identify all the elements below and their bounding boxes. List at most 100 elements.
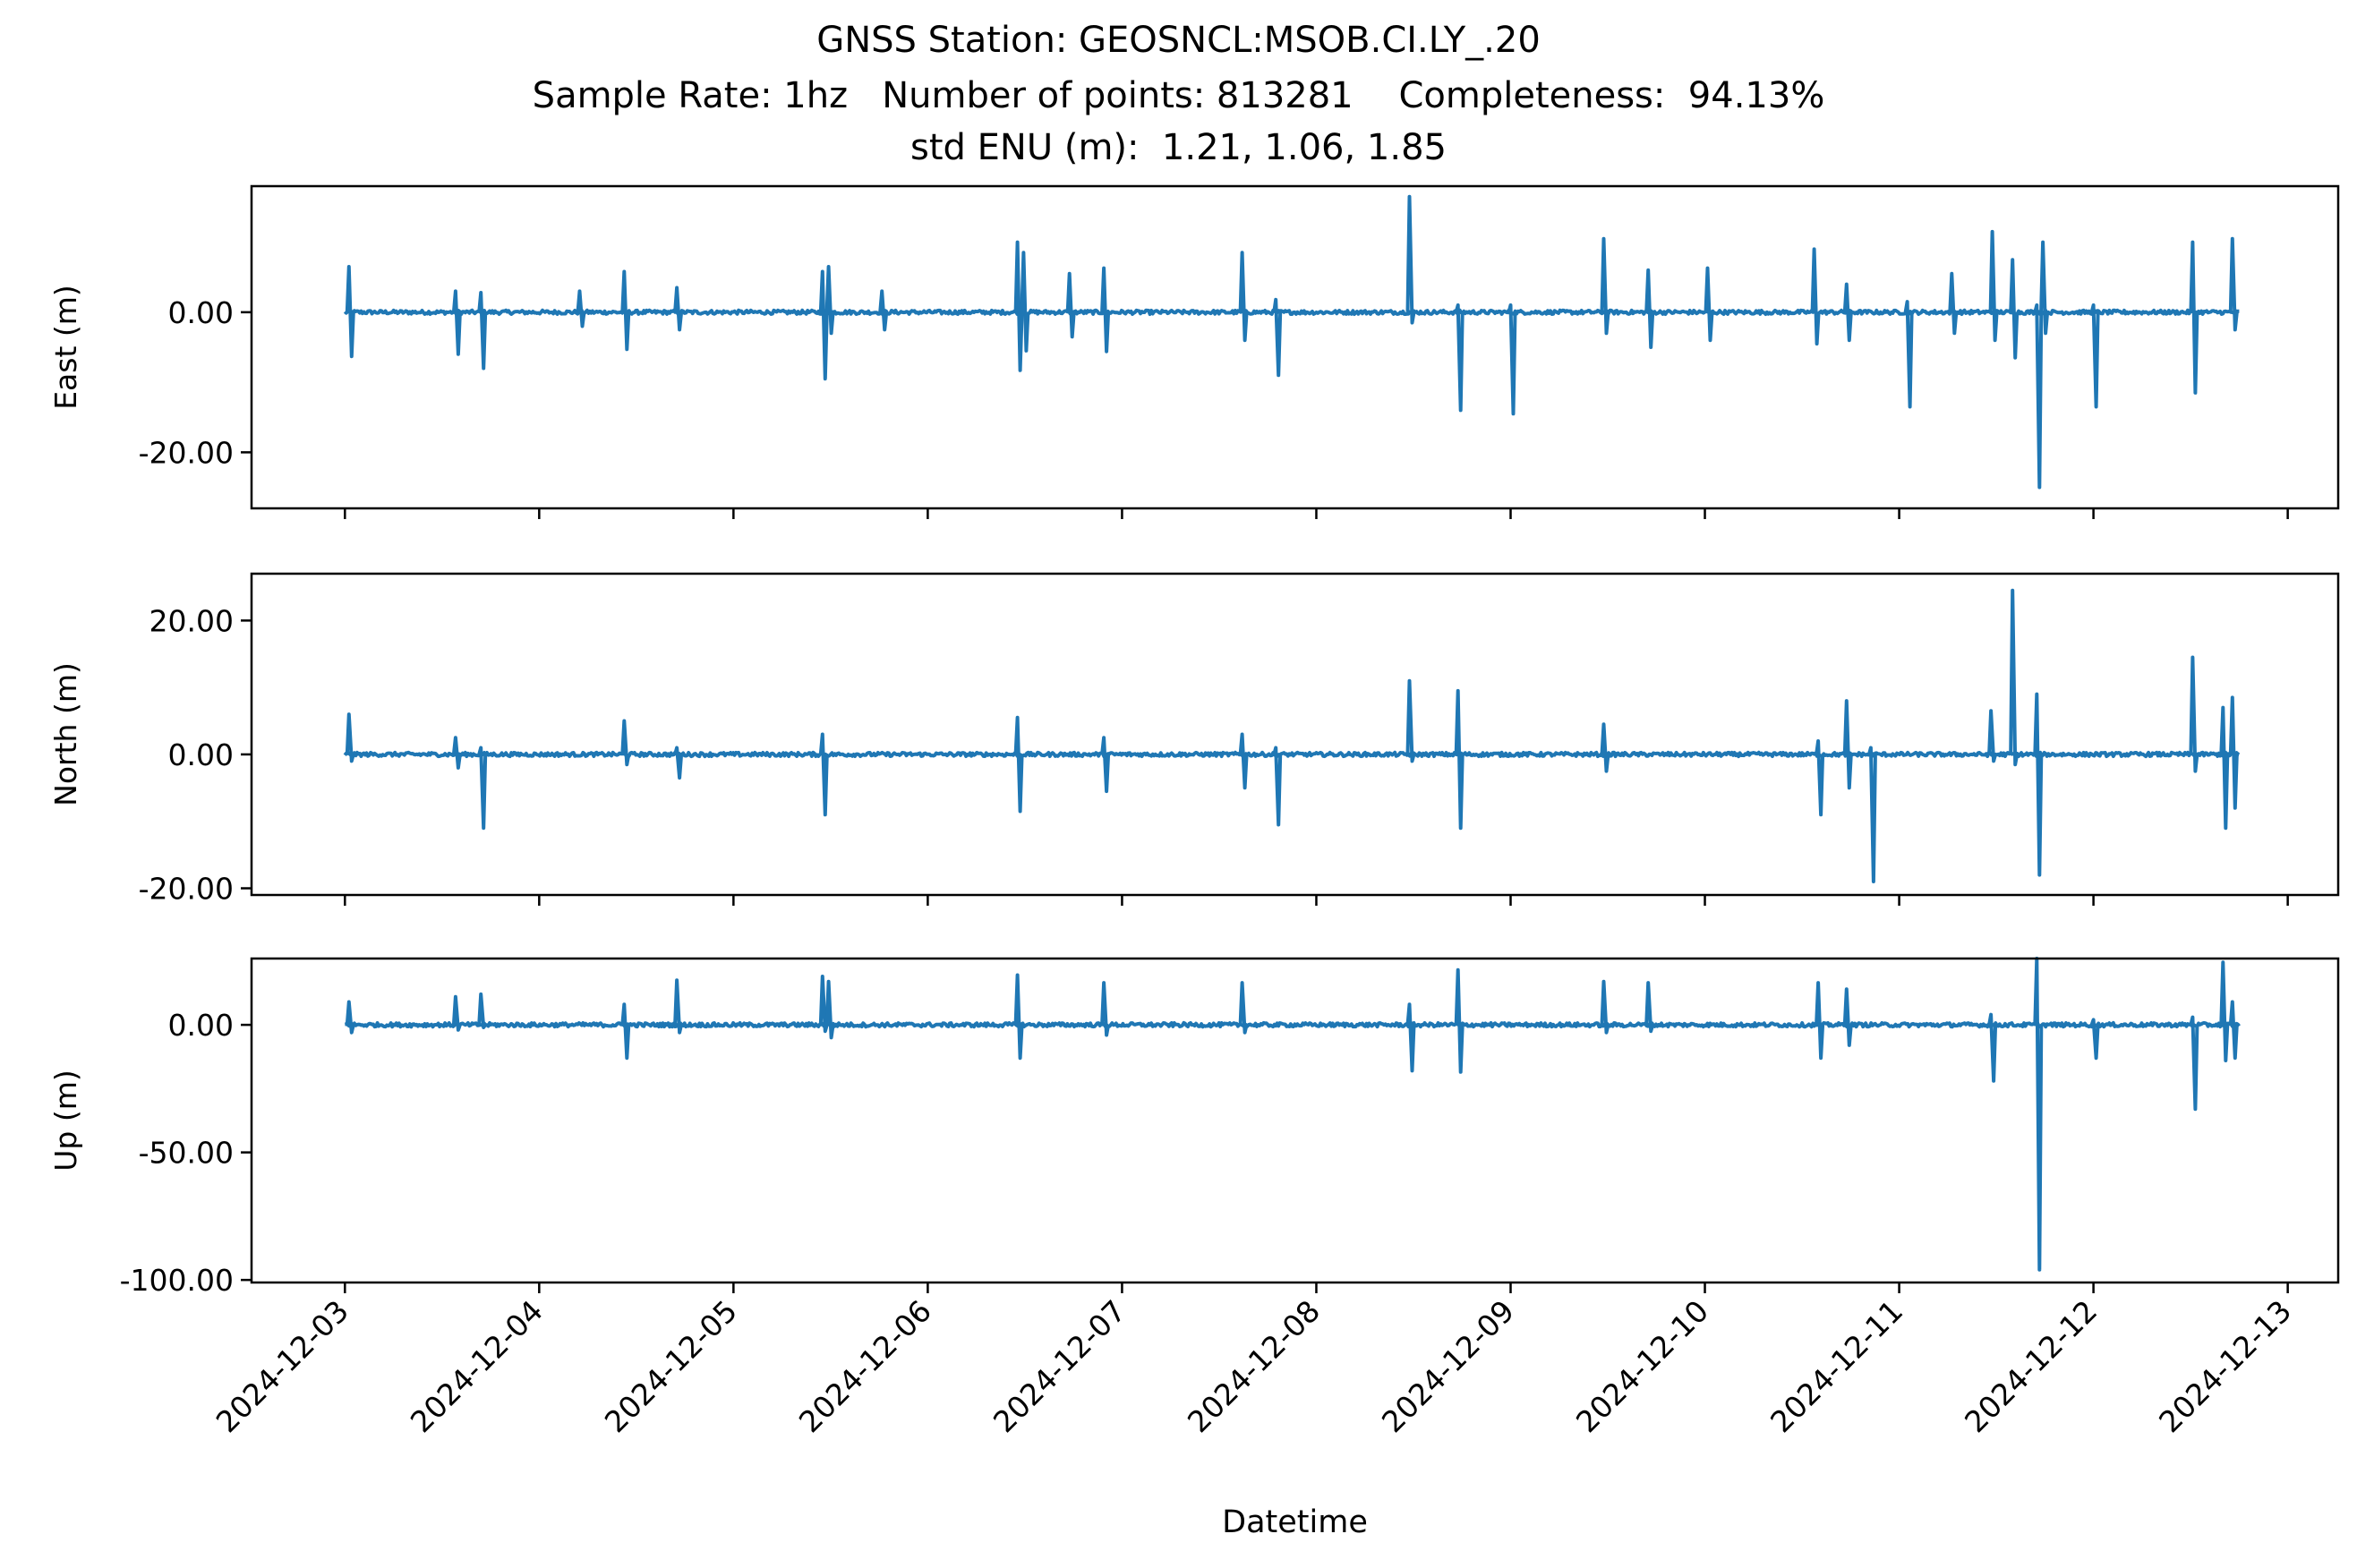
- series-spike: [620, 1002, 631, 1061]
- x-tick-label: 2024-12-10: [1569, 1293, 1715, 1439]
- series-spike: [1100, 981, 1111, 1037]
- y-tick-label: -20.00: [139, 872, 234, 907]
- series-spike: [1866, 746, 1877, 883]
- series-line-up: [344, 1020, 2241, 1029]
- series-spike: [477, 291, 488, 371]
- series-spike: [2228, 695, 2239, 810]
- x-tick-label: 2024-12-13: [2152, 1293, 2298, 1439]
- axes-frame: [250, 184, 2340, 510]
- x-tick-label: 2024-12-04: [404, 1293, 550, 1439]
- y-tick-label: -20.00: [139, 435, 234, 470]
- x-tick-label: 2024-12-07: [986, 1293, 1132, 1439]
- series-spike: [477, 992, 487, 1029]
- series-spike: [1454, 303, 1465, 413]
- series-spike: [2089, 1018, 2100, 1061]
- x-tick-label: 2024-12-09: [1375, 1293, 1521, 1439]
- series-spike: [1013, 973, 1024, 1061]
- series-line-east: [343, 308, 2240, 316]
- series-spike: [1405, 194, 1416, 325]
- series-spike: [1272, 746, 1283, 827]
- series-spike: [878, 289, 889, 332]
- series-spike: [1842, 699, 1853, 790]
- chart-subtitle: Sample Rate: 1hz Number of points: 81328…: [532, 75, 1825, 116]
- series-spike: [1238, 732, 1249, 790]
- y-axis-label: Up (m): [48, 1069, 83, 1172]
- series-spike: [1013, 240, 1024, 372]
- y-tick-label: 0.00: [168, 737, 234, 772]
- y-axis-label: East (m): [48, 285, 83, 410]
- series-spike: [1987, 1012, 1998, 1083]
- series-spike: [1100, 266, 1111, 354]
- series-spike: [1987, 709, 1998, 763]
- chart-title: GNSS Station: GEOSNCL:MSOB.CI.LY_.20: [816, 20, 1541, 61]
- series-spike: [1810, 247, 1821, 346]
- series-spike: [673, 746, 684, 780]
- series-spike: [2219, 960, 2230, 1062]
- series-spike: [1600, 722, 1610, 773]
- series-spike: [1238, 251, 1249, 343]
- series-spike: [1815, 739, 1825, 817]
- axes-frame: [250, 572, 2340, 897]
- series-spike: [620, 269, 631, 352]
- series-spike: [2009, 588, 2020, 767]
- series-spike: [1704, 266, 1714, 343]
- y-tick-label: 20.00: [149, 603, 234, 638]
- series-spike: [451, 736, 462, 770]
- series-spike: [673, 978, 684, 1035]
- series-spike: [1405, 678, 1416, 763]
- y-tick-label: -100.00: [120, 1263, 234, 1298]
- series-spike: [2189, 655, 2199, 773]
- series-spike: [818, 269, 829, 381]
- series-spike: [1013, 715, 1024, 814]
- series-spike: [2033, 957, 2044, 1272]
- series-spike: [1644, 268, 1655, 349]
- series-spike: [451, 994, 462, 1032]
- y-axis-label: North (m): [48, 662, 83, 806]
- series-spike: [1020, 251, 1030, 353]
- axes-frame: [250, 957, 2340, 1284]
- chart-stats: std ENU (m): 1.21, 1.06, 1.85: [910, 127, 1447, 168]
- series-spike: [2033, 303, 2044, 490]
- series-spike: [2189, 1015, 2199, 1112]
- x-tick-label: 2024-12-05: [598, 1293, 744, 1439]
- x-axis-label: Datetime: [1222, 1504, 1368, 1540]
- series-spike: [2219, 705, 2230, 831]
- series-spike: [1903, 300, 1914, 409]
- series-spike: [1238, 981, 1249, 1035]
- series-spike: [1100, 736, 1111, 794]
- series-spike: [824, 265, 835, 336]
- series-spike: [2228, 236, 2239, 332]
- series-spike: [2009, 258, 2020, 360]
- series-spike: [1815, 981, 1825, 1061]
- x-tick-label: 2024-12-12: [1958, 1293, 2104, 1439]
- x-tick-label: 2024-12-03: [209, 1293, 355, 1439]
- series-spike: [451, 289, 462, 356]
- series-spike: [673, 285, 684, 332]
- y-tick-label: -50.00: [139, 1136, 234, 1171]
- series-spike: [2228, 1000, 2239, 1061]
- series-line-north: [343, 750, 2241, 759]
- series-spike: [1644, 981, 1655, 1034]
- series-spike: [620, 719, 631, 767]
- series-spike: [1065, 271, 1076, 339]
- series-spike: [2089, 303, 2100, 409]
- series-spike: [2189, 240, 2199, 395]
- y-tick-label: 0.00: [168, 1008, 234, 1043]
- series-spike: [576, 289, 586, 328]
- x-tick-label: 2024-12-11: [1763, 1293, 1909, 1439]
- series-spike: [818, 975, 829, 1034]
- series-spike: [824, 979, 835, 1040]
- series-spike: [1405, 1002, 1416, 1073]
- series-spike: [1600, 979, 1610, 1035]
- series-spike: [1600, 236, 1610, 336]
- y-tick-label: 0.00: [168, 295, 234, 330]
- series-spike: [1948, 271, 1959, 336]
- series-spike: [345, 1000, 355, 1035]
- x-tick-label: 2024-12-06: [792, 1293, 938, 1439]
- series-spike: [1988, 229, 1999, 343]
- series-spike: [1454, 688, 1465, 831]
- series-spike: [345, 712, 355, 763]
